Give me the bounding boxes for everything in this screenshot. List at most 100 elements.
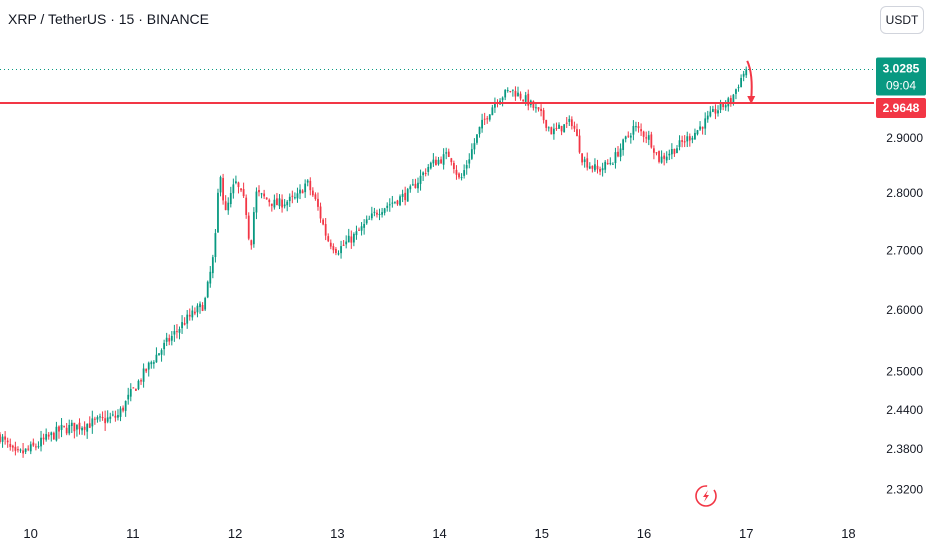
candle-body: [560, 125, 563, 132]
candle-body: [681, 140, 684, 142]
candle-body: [304, 183, 307, 193]
candle-body: [6, 440, 9, 443]
candle-body: [514, 90, 517, 97]
candle-body: [122, 407, 124, 411]
currency-button[interactable]: USDT: [880, 6, 924, 34]
candle-body: [381, 212, 383, 215]
candle-body: [196, 305, 199, 313]
candle-body: [168, 338, 171, 342]
lightning-alert-icon[interactable]: [695, 485, 717, 507]
candle-body: [586, 158, 589, 168]
candle-body: [704, 118, 707, 129]
candle-body: [394, 201, 396, 203]
candle-body: [45, 434, 48, 440]
candle-body: [9, 443, 12, 447]
candle-body: [135, 388, 137, 391]
candle-body: [193, 311, 196, 314]
candle-body: [409, 186, 412, 190]
time-tick-label: 13: [330, 526, 344, 541]
candle-body: [158, 353, 160, 356]
candle-body: [129, 388, 132, 397]
candle-body: [632, 125, 635, 135]
candle-body: [183, 323, 186, 325]
candle-body: [647, 135, 650, 140]
candle-body: [383, 208, 386, 213]
candle-body: [488, 114, 491, 120]
candle-body: [691, 137, 694, 140]
candle-body: [463, 170, 466, 176]
candle-body: [50, 432, 53, 436]
candle-body: [527, 93, 530, 106]
candle-body: [165, 337, 168, 342]
candle-body: [735, 89, 737, 94]
candle-body: [60, 424, 63, 430]
candle-body: [286, 201, 289, 206]
candle-body: [119, 408, 122, 417]
candle-body: [191, 310, 194, 318]
candle-body: [550, 127, 553, 135]
candle-body: [322, 219, 325, 225]
candle-body: [281, 199, 283, 208]
last-price-value: 3.0285: [883, 61, 920, 75]
candle-body: [204, 298, 207, 310]
candle-body: [519, 93, 522, 99]
level-price-tag: 2.9648: [876, 97, 926, 118]
time-tick-label: 18: [841, 526, 855, 541]
candle-body: [317, 198, 319, 207]
candle-body: [224, 201, 227, 210]
bar-countdown: 09:04: [886, 78, 916, 92]
candle-body: [309, 180, 312, 191]
candle-body: [337, 253, 340, 255]
candle-body: [511, 89, 514, 91]
candle-body: [88, 423, 91, 428]
price-tick-label: 2.5000: [886, 365, 923, 379]
candle-body: [440, 159, 442, 164]
candle-body: [109, 416, 112, 419]
candle-body: [540, 108, 542, 112]
candle-body: [111, 414, 114, 416]
candle-body: [373, 211, 376, 213]
candle-body: [517, 92, 519, 97]
candle-body: [481, 119, 483, 129]
candle-body: [101, 417, 104, 419]
candle-body: [591, 165, 594, 169]
candle-body: [614, 152, 617, 164]
candle-body: [324, 224, 327, 236]
candle-body: [650, 134, 653, 148]
candle-body: [670, 148, 673, 155]
candle-body: [176, 331, 178, 333]
candle-body: [719, 102, 722, 110]
candle-body: [683, 141, 686, 143]
candle-body: [363, 223, 366, 228]
candle-body: [258, 189, 260, 193]
symbol-title[interactable]: XRP / TetherUS · 15 · BINANCE: [8, 11, 209, 27]
candle-body: [676, 148, 678, 154]
candle-body: [701, 126, 704, 129]
candle-body: [329, 242, 332, 247]
candle-body: [745, 69, 748, 76]
candle-body: [414, 183, 417, 189]
candle-body: [237, 182, 240, 188]
candle-body: [506, 90, 509, 92]
candle-body: [588, 166, 591, 169]
candle-body: [611, 163, 614, 165]
candle-body: [722, 103, 725, 108]
candle-body: [240, 188, 242, 191]
candle-body: [160, 350, 163, 355]
time-tick-label: 15: [535, 526, 549, 541]
candle-body: [729, 98, 732, 103]
candle-body: [104, 418, 107, 424]
candle-body: [163, 342, 166, 350]
candle-body: [268, 199, 271, 203]
candle-body: [40, 437, 42, 447]
candle-body: [668, 153, 671, 156]
candle-body: [404, 192, 407, 201]
candle-body: [265, 197, 268, 200]
candle-body: [576, 129, 578, 137]
candle-body: [222, 178, 224, 201]
candle-body: [114, 415, 117, 418]
candle-body: [137, 380, 140, 390]
candle-body: [429, 162, 432, 169]
candle-body: [365, 219, 368, 224]
